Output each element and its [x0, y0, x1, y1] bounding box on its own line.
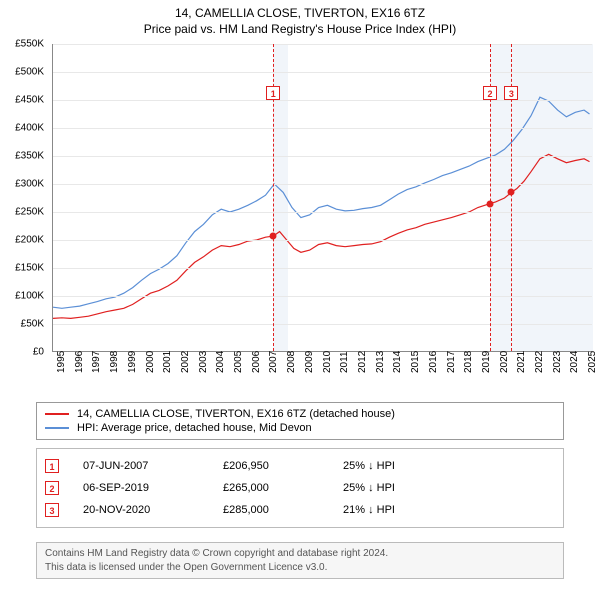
event-delta: 25% ↓ HPI — [343, 460, 443, 472]
plot-area: 1 23 — [52, 44, 592, 352]
chart-area: 1 23 £0 £50K £100K £150K £200K £250K £300K £350K… — [8, 44, 592, 394]
y-axis-label: £550K — [8, 39, 44, 50]
legend-label: HPI: Average price, detached house, Mid … — [77, 422, 312, 434]
event-marker-box: 3 — [504, 86, 518, 100]
events-table: 1 07-JUN-2007£206,95025% ↓ HPI 2 06-SEP-201… — [36, 448, 564, 528]
y-axis-label: £300K — [8, 179, 44, 190]
x-axis-label: 2025 — [587, 343, 600, 373]
event-number: 3 — [45, 503, 59, 517]
price-dot — [508, 189, 515, 196]
y-axis-label: £500K — [8, 67, 44, 78]
chart-title: 14, CAMELLIA CLOSE, TIVERTON, EX16 6TZ — [0, 6, 600, 20]
event-number: 2 — [45, 481, 59, 495]
event-delta: 25% ↓ HPI — [343, 482, 443, 494]
event-date: 06-SEP-2019 — [83, 482, 223, 494]
legend-swatch — [45, 413, 69, 415]
legend-row: 14, CAMELLIA CLOSE, TIVERTON, EX16 6TZ (… — [45, 407, 555, 421]
y-axis-label: £150K — [8, 263, 44, 274]
event-price: £206,950 — [223, 460, 343, 472]
y-axis-label: £100K — [8, 291, 44, 302]
legend-box: 14, CAMELLIA CLOSE, TIVERTON, EX16 6TZ (… — [36, 402, 564, 440]
y-axis-label: £0 — [8, 347, 44, 358]
y-axis-label: £50K — [8, 319, 44, 330]
price-dot — [486, 200, 493, 207]
title-block: 14, CAMELLIA CLOSE, TIVERTON, EX16 6TZ P… — [0, 0, 600, 36]
y-axis-label: £350K — [8, 151, 44, 162]
series-line-property — [53, 154, 590, 318]
y-axis-label: £400K — [8, 123, 44, 134]
y-axis-label: £200K — [8, 235, 44, 246]
price-dot — [270, 233, 277, 240]
event-price: £285,000 — [223, 504, 343, 516]
event-row: 1 07-JUN-2007£206,95025% ↓ HPI — [45, 455, 555, 477]
chart-container: 14, CAMELLIA CLOSE, TIVERTON, EX16 6TZ P… — [0, 0, 600, 590]
event-date: 20-NOV-2020 — [83, 504, 223, 516]
footer-line-2: This data is licensed under the Open Gov… — [45, 561, 555, 575]
footer-line-1: Contains HM Land Registry data © Crown c… — [45, 547, 555, 561]
event-delta: 21% ↓ HPI — [343, 504, 443, 516]
chart-subtitle: Price paid vs. HM Land Registry's House … — [0, 22, 600, 36]
event-number: 1 — [45, 459, 59, 473]
legend-row: HPI: Average price, detached house, Mid … — [45, 421, 555, 435]
legend-swatch — [45, 427, 69, 429]
event-marker-box: 1 — [266, 86, 280, 100]
y-axis-label: £450K — [8, 95, 44, 106]
event-row: 3 20-NOV-2020£285,00021% ↓ HPI — [45, 499, 555, 521]
y-axis-label: £250K — [8, 207, 44, 218]
event-date: 07-JUN-2007 — [83, 460, 223, 472]
event-row: 2 06-SEP-2019£265,00025% ↓ HPI — [45, 477, 555, 499]
event-price: £265,000 — [223, 482, 343, 494]
legend-label: 14, CAMELLIA CLOSE, TIVERTON, EX16 6TZ (… — [77, 408, 395, 420]
event-marker-box: 2 — [483, 86, 497, 100]
footer-box: Contains HM Land Registry data © Crown c… — [36, 542, 564, 579]
